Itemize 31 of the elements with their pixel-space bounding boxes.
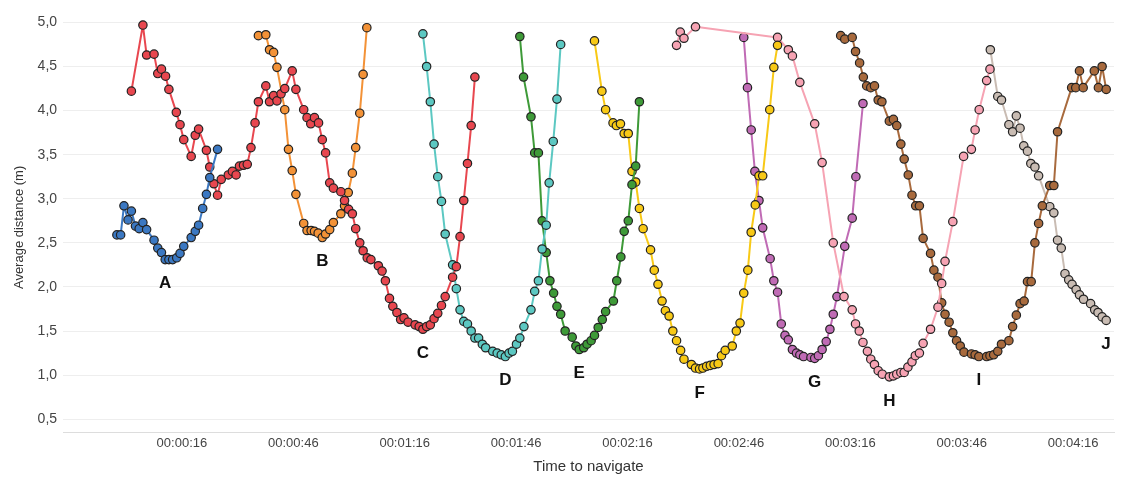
annotation: H (883, 390, 896, 410)
x-tick-label: 00:00:46 (268, 434, 319, 450)
x-tick-label: 00:01:46 (490, 434, 542, 450)
x-tick-label: 00:02:46 (713, 434, 765, 450)
annotation: C (416, 342, 430, 362)
x-tick-label: 00:03:46 (936, 434, 988, 450)
y-tick-label: 5,0 (37, 13, 58, 30)
y-tick-label: 1,0 (37, 365, 58, 382)
x-tick-label: 00:00:16 (156, 434, 208, 450)
y-tick-label: 2,0 (37, 277, 58, 294)
annotation: B (316, 251, 329, 271)
y-tick-label: 4,0 (37, 101, 58, 118)
y-tick-label: 0,5 (37, 410, 58, 427)
y-tick-label: 3,0 (37, 189, 58, 206)
y-tick-label: 1,5 (37, 321, 58, 338)
annotation: I (976, 370, 982, 390)
annotation: G (808, 372, 822, 392)
x-axis-title: Time to navigate (533, 457, 644, 475)
annotation: F (694, 382, 705, 402)
x-tick-label: 00:02:16 (602, 434, 653, 450)
y-tick-label: 3,5 (37, 145, 58, 162)
annotation: J (1101, 334, 1111, 354)
annotation: D (499, 370, 512, 390)
x-tick-label: 00:01:16 (379, 434, 431, 450)
y-tick-label: 4,5 (37, 57, 58, 74)
y-tick-label: 2,5 (37, 233, 58, 250)
x-tick-label: 00:04:16 (1047, 434, 1099, 450)
annotation: E (573, 363, 585, 383)
annotation: A (159, 273, 172, 293)
y-axis-title: Average distance (m) (11, 165, 27, 290)
x-tick-label: 00:03:16 (825, 434, 876, 450)
